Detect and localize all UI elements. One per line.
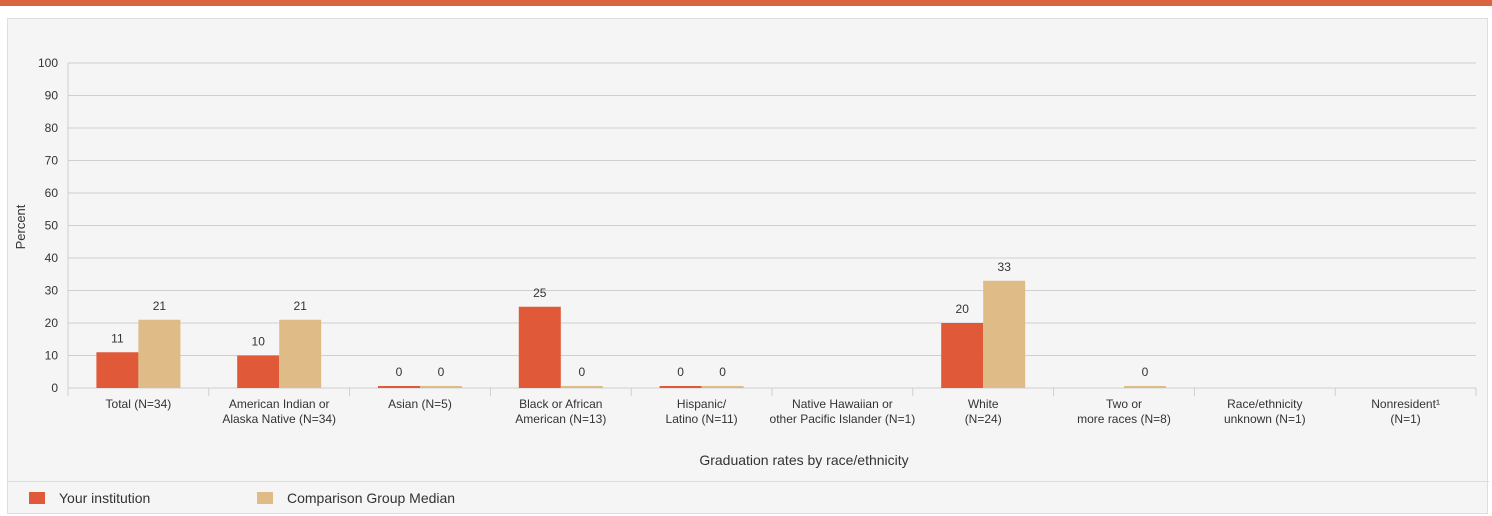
- x-category-label: Nonresident¹ (N=1): [1371, 397, 1440, 426]
- data-labels: 11 21 10 21 0 0 25 0 0 0 20 33 0: [111, 260, 1148, 379]
- data-label: 20: [956, 302, 970, 316]
- bar: [701, 386, 744, 388]
- data-label: 0: [719, 365, 726, 379]
- bar: [378, 386, 420, 388]
- legend-label-comparison-median: Comparison Group Median: [287, 490, 456, 506]
- y-axis-ticks: 0 10 20 30 40 50 60 70 80 90 100: [38, 56, 58, 395]
- data-label: 0: [1142, 365, 1149, 379]
- y-tick-label: 30: [45, 284, 59, 298]
- bar: [96, 352, 139, 388]
- y-tick-label: 40: [45, 251, 59, 265]
- y-tick-label: 90: [45, 89, 59, 103]
- bar: [518, 306, 561, 388]
- x-category-label: White (N=24): [965, 397, 1002, 426]
- bar: [659, 386, 702, 388]
- y-axis-title: Percent: [13, 204, 28, 249]
- data-label: 0: [438, 365, 445, 379]
- bar: [420, 386, 462, 388]
- graduation-rates-chart: 0 10 20 30 40 50 60 70 80 90 100 11 21 10 21 0 0 25 0 0 0 20…: [13, 56, 1477, 468]
- data-label: 21: [153, 299, 167, 313]
- bar: [237, 355, 280, 388]
- data-label: 25: [533, 286, 547, 300]
- legend-item-your-institution: Your institution: [29, 490, 150, 506]
- legend-swatch-comparison-median: [257, 492, 273, 504]
- x-category-label: Hispanic/Latino (N=11): [666, 397, 738, 426]
- bar: [1124, 386, 1166, 388]
- top-accent-bar: [0, 0, 1492, 6]
- bars: [96, 280, 1166, 388]
- chart-panel: 0 10 20 30 40 50 60 70 80 90 100 11 21 10 21 0 0 25 0 0 0 20…: [7, 18, 1489, 516]
- x-axis-title: Graduation rates by race/ethnicity: [699, 452, 908, 468]
- data-label: 10: [252, 335, 266, 349]
- bar: [560, 386, 603, 388]
- data-label: 0: [396, 365, 403, 379]
- x-category-label: Race/ethnicity unknown (N=1): [1224, 397, 1306, 426]
- bar: [279, 319, 322, 388]
- legend-label-your-institution: Your institution: [59, 490, 151, 506]
- x-axis-categories: Total (N=34) American Indian or Alaska Nat…: [106, 397, 1440, 426]
- data-label: 11: [111, 331, 124, 345]
- x-category-label: Total (N=34): [106, 397, 172, 411]
- y-tick-label: 0: [51, 381, 58, 395]
- y-tick-label: 20: [45, 316, 59, 330]
- y-tick-label: 60: [45, 186, 59, 200]
- x-category-label: Native Hawaiian or other Pacific Islander…: [770, 397, 916, 426]
- y-tick-label: 70: [45, 154, 59, 168]
- x-category-label: Two or more races (N=8): [1077, 397, 1171, 426]
- legend: Your institution Comparison Group Median: [8, 481, 1489, 516]
- legend-swatch-your-institution: [29, 492, 45, 504]
- data-label: 0: [677, 365, 684, 379]
- bar: [983, 280, 1026, 388]
- y-tick-label: 100: [38, 56, 58, 70]
- bar: [941, 323, 984, 388]
- x-category-label: Black or African American (N=13): [515, 397, 606, 426]
- x-category-label: Asian (N=5): [388, 397, 452, 411]
- y-tick-label: 10: [45, 349, 59, 363]
- bar: [138, 319, 181, 388]
- y-tick-label: 50: [45, 219, 59, 233]
- y-tick-label: 80: [45, 121, 59, 135]
- legend-item-comparison-median: Comparison Group Median: [257, 490, 455, 506]
- data-label: 0: [578, 365, 585, 379]
- x-category-label: American Indian or Alaska Native (N=34): [222, 397, 336, 426]
- data-label: 21: [294, 299, 308, 313]
- data-label: 33: [998, 260, 1012, 274]
